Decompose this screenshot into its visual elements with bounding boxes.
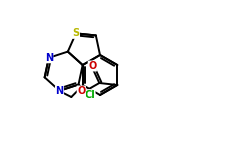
Text: Cl: Cl (84, 90, 95, 100)
Text: N: N (45, 53, 53, 63)
Text: S: S (72, 28, 80, 38)
Text: O: O (77, 86, 86, 96)
Text: O: O (88, 61, 96, 71)
Text: N: N (56, 86, 64, 96)
